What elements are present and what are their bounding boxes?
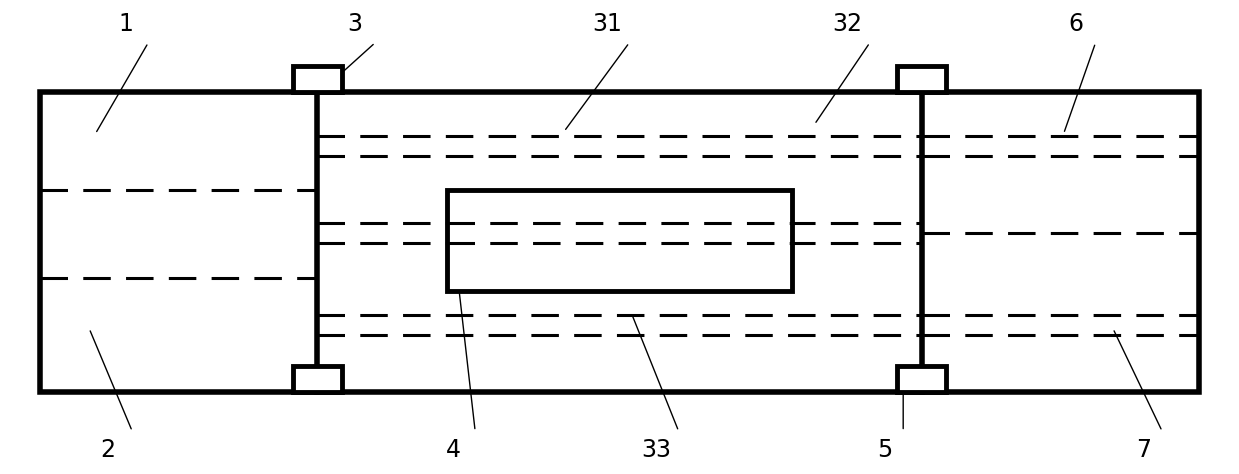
Text: 5: 5 (877, 438, 892, 462)
Text: 6: 6 (1068, 12, 1083, 36)
Text: 1: 1 (119, 12, 134, 36)
Bar (447, 190, 792, 291)
Bar (40, 92, 1199, 392)
Text: 33: 33 (642, 438, 672, 462)
Text: 2: 2 (100, 438, 115, 462)
Text: 3: 3 (347, 12, 362, 36)
Bar (292, 366, 342, 392)
Text: 4: 4 (446, 438, 461, 462)
Text: 32: 32 (833, 12, 862, 36)
Bar (897, 366, 947, 392)
Bar (292, 66, 342, 92)
Bar (897, 66, 947, 92)
Text: 31: 31 (592, 12, 622, 36)
Text: 7: 7 (1136, 438, 1151, 462)
